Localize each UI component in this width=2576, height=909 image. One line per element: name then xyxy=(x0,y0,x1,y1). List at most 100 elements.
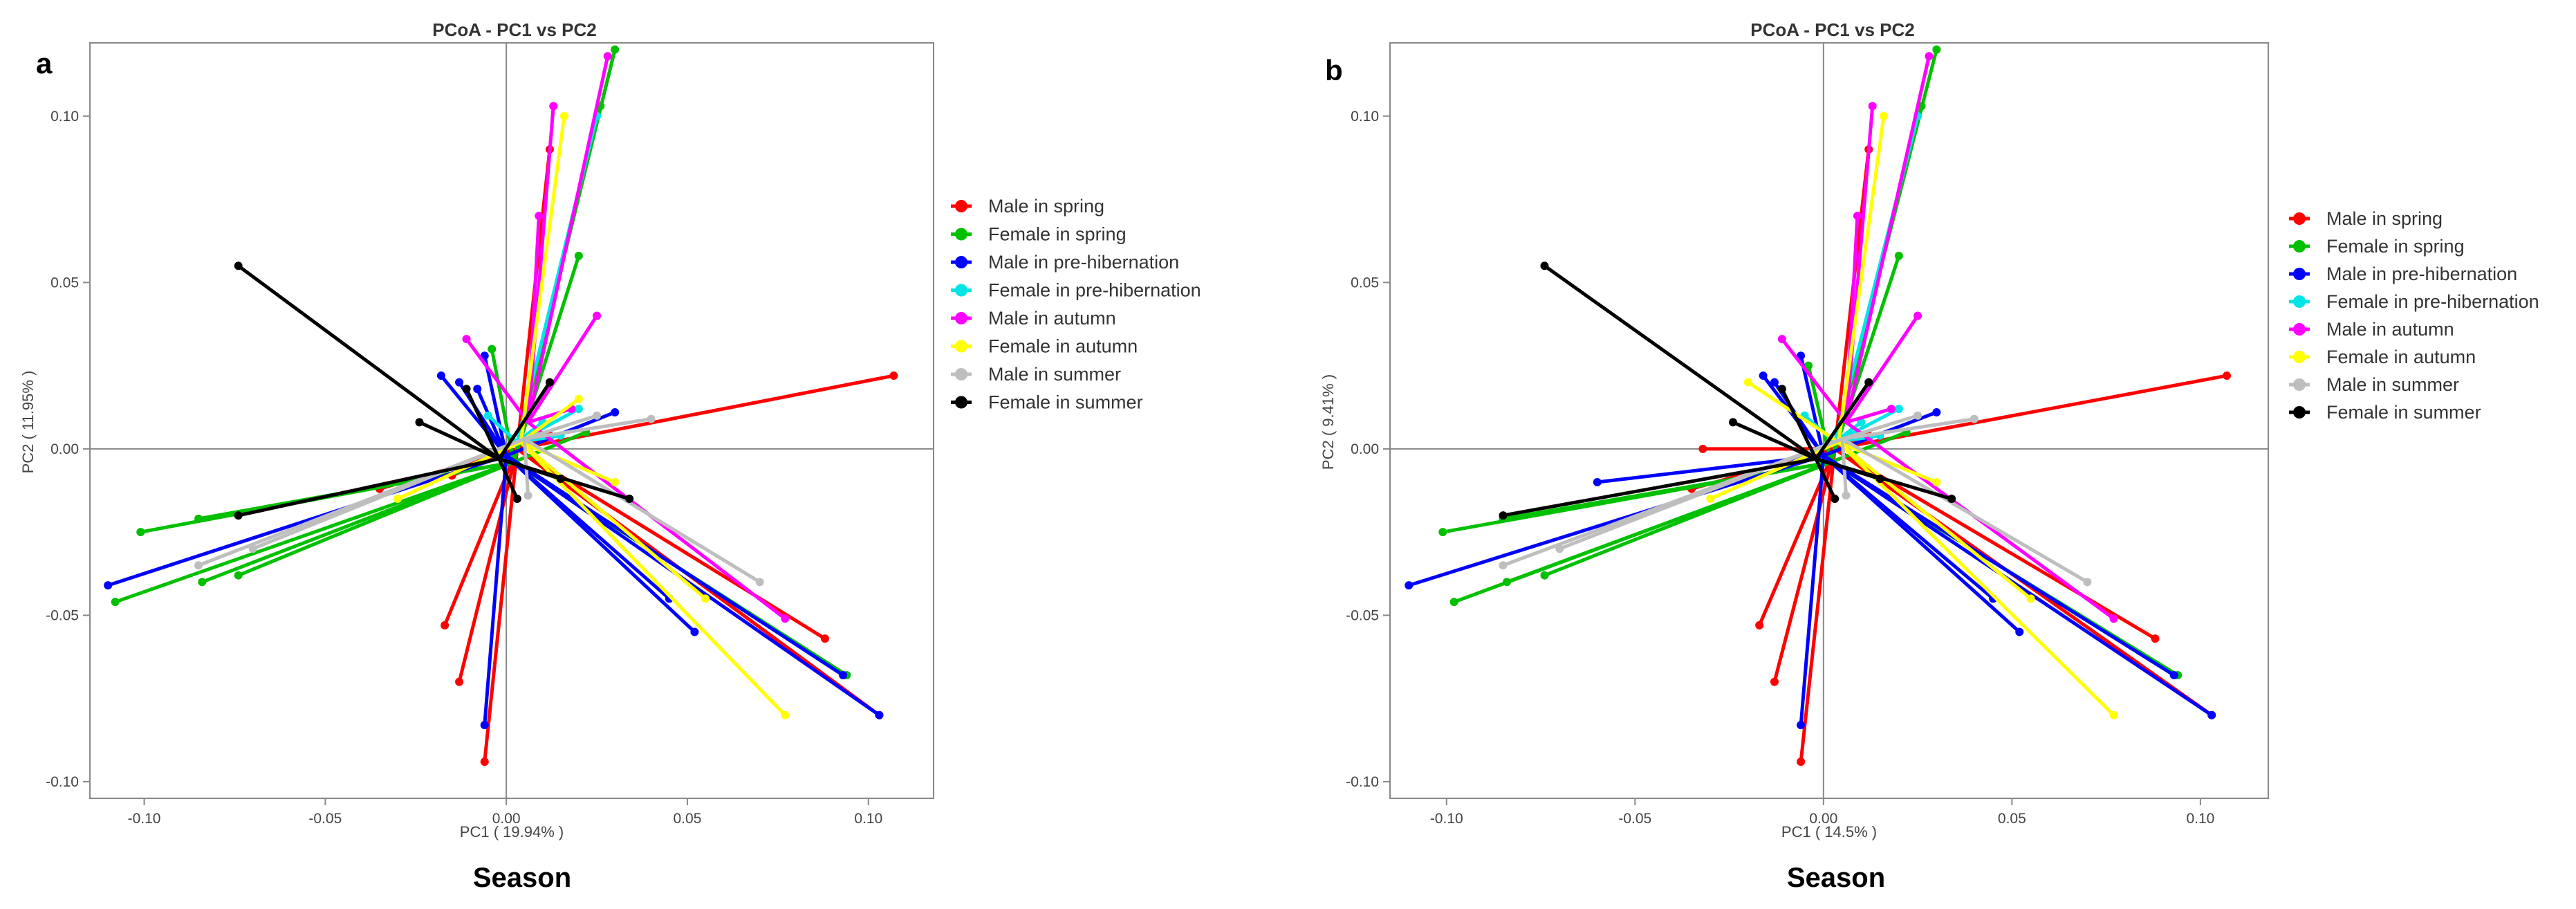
data-point xyxy=(234,571,243,580)
legend-marker xyxy=(955,396,967,409)
legend-item: Male in spring xyxy=(951,196,1104,217)
data-point xyxy=(1502,578,1511,587)
data-point xyxy=(441,621,450,630)
spider-line xyxy=(1840,417,1976,441)
spider-line xyxy=(237,460,516,578)
legend-item: Female in pre-hibernation xyxy=(951,280,1201,301)
legend-label: Male in spring xyxy=(988,196,1104,217)
data-point xyxy=(104,581,113,590)
data-point xyxy=(1914,311,1922,320)
data-point xyxy=(701,594,710,603)
data-point xyxy=(1555,544,1564,553)
data-point xyxy=(523,491,532,500)
data-point xyxy=(393,495,402,504)
legend-label: Male in pre-hibernation xyxy=(2326,264,2517,284)
data-point xyxy=(2083,578,2092,587)
series-female-in-autumn xyxy=(393,111,790,719)
data-point xyxy=(1925,52,1934,61)
spider-line xyxy=(1799,447,1837,764)
spider-line xyxy=(483,354,508,458)
data-point xyxy=(1932,45,1941,54)
spider-line xyxy=(1772,447,1837,684)
data-point xyxy=(647,414,656,423)
legend-item: Female in autumn xyxy=(951,336,1138,357)
data-point xyxy=(1743,378,1752,387)
data-point xyxy=(1499,511,1508,520)
legend-item: Female in summer xyxy=(951,392,1143,413)
spider-line xyxy=(483,454,508,727)
spider-line xyxy=(1542,460,1833,578)
data-point xyxy=(1932,407,1941,416)
x-tick-label: -0.10 xyxy=(128,811,161,827)
data-point xyxy=(1706,495,1715,504)
spider-line xyxy=(1407,454,1826,587)
series-male-in-autumn xyxy=(1777,52,2118,623)
data-point xyxy=(1970,414,1979,423)
spider-line xyxy=(1837,440,2033,600)
legend-label: Female in pre-hibernation xyxy=(2326,291,2539,312)
legend-item: Male in summer xyxy=(2289,374,2459,395)
spider-line xyxy=(1822,454,1995,600)
data-point xyxy=(1880,111,1889,120)
legend-label: Female in pre-hibernation xyxy=(988,280,1201,301)
legend-item: Male in autumn xyxy=(951,308,1116,329)
legend-label: Male in summer xyxy=(988,364,1121,385)
legend-label: Male in spring xyxy=(2326,208,2443,229)
y-tick-label: -0.05 xyxy=(1346,607,1379,623)
spider-line xyxy=(1837,440,2116,717)
legend-label: Female in summer xyxy=(2326,402,2481,423)
data-point xyxy=(234,261,243,270)
spider-line xyxy=(497,457,519,501)
data-point xyxy=(559,111,568,120)
legend-marker xyxy=(955,340,967,353)
spider-line xyxy=(1501,457,1818,517)
data-point xyxy=(556,475,565,484)
x-axis-label: PC1 ( 19.94% ) xyxy=(460,823,564,841)
spider-line xyxy=(1780,387,1818,461)
spider-line xyxy=(519,114,566,444)
chart-title: PCoA - PC1 vs PC2 xyxy=(1750,19,1914,40)
data-point xyxy=(1540,571,1549,580)
spider-line xyxy=(1772,380,1826,458)
data-point xyxy=(820,634,829,643)
spider-line xyxy=(1501,460,1833,521)
spider-line xyxy=(526,313,599,424)
panel-letter: a xyxy=(36,47,53,80)
data-point xyxy=(2109,614,2118,623)
data-point xyxy=(2109,710,2118,719)
y-tick-label: 0.00 xyxy=(1351,441,1379,457)
data-point xyxy=(488,345,497,354)
data-point xyxy=(1759,371,1768,380)
spider-line xyxy=(457,447,519,684)
legend-marker xyxy=(2293,351,2306,363)
data-point xyxy=(512,495,521,504)
data-point xyxy=(2169,671,2178,680)
spider-line xyxy=(483,447,519,764)
data-point xyxy=(1868,102,1877,111)
spider-line xyxy=(1829,254,1901,464)
data-point xyxy=(1540,261,1549,270)
y-tick-label: -0.05 xyxy=(46,607,79,623)
data-point xyxy=(1932,477,1941,486)
data-point xyxy=(234,511,243,520)
spider-line xyxy=(457,380,508,458)
data-point xyxy=(1947,495,1956,504)
legend-item: Female in spring xyxy=(951,224,1127,245)
spider-line xyxy=(1844,214,1860,424)
spider-line xyxy=(439,374,508,458)
series-female-in-summer xyxy=(234,261,634,520)
data-point xyxy=(593,311,602,320)
panel-a: a PCoA - PC1 vs PC2 -0.10 -0.05 0.00 0.05 0.… xyxy=(19,19,1201,893)
footer-label: Season xyxy=(473,863,571,893)
spider-line xyxy=(417,420,501,461)
spider-line xyxy=(1840,414,1920,441)
legend-item: Male in autumn xyxy=(2289,319,2454,340)
spider-line xyxy=(519,397,581,444)
data-point xyxy=(194,514,203,523)
legend-marker xyxy=(2293,295,2306,308)
series-female-in-autumn xyxy=(1706,111,2118,719)
data-point xyxy=(415,418,424,427)
data-point xyxy=(535,212,544,221)
data-point xyxy=(611,45,620,54)
